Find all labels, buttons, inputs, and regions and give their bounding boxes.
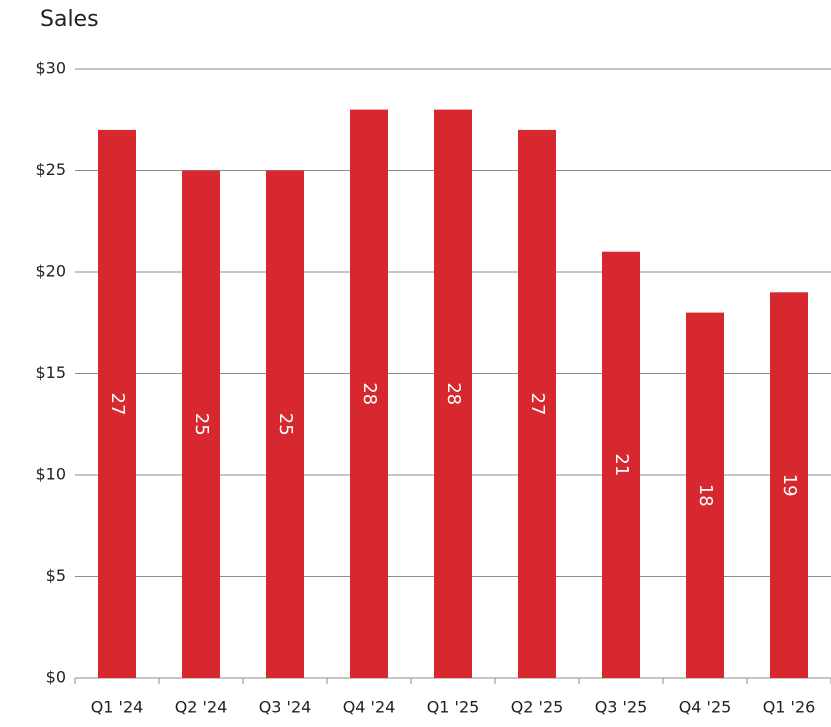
value-label: 19 xyxy=(779,474,800,497)
x-tick-label: Q2 '24 xyxy=(175,698,228,717)
x-tick-label: Q3 '24 xyxy=(259,698,312,717)
x-tick-label: Q4 '24 xyxy=(343,698,396,717)
x-tick-label: Q4 '25 xyxy=(679,698,732,717)
bar xyxy=(266,170,304,678)
value-label: 21 xyxy=(611,453,632,476)
y-tick-label: $0 xyxy=(46,668,66,687)
value-label: 27 xyxy=(527,392,548,415)
value-label: 25 xyxy=(275,413,296,436)
bar xyxy=(602,251,640,678)
value-label: 18 xyxy=(695,484,716,507)
x-tick-label: Q1 '25 xyxy=(427,698,480,717)
bar xyxy=(770,292,808,678)
bar xyxy=(518,129,556,678)
y-tick-label: $10 xyxy=(35,465,66,484)
bar xyxy=(686,312,724,678)
bar xyxy=(182,170,220,678)
x-tick-label: Q1 '26 xyxy=(763,698,816,717)
chart-title: Sales xyxy=(40,7,99,32)
y-tick-label: $25 xyxy=(35,160,66,179)
x-tick-label: Q1 '24 xyxy=(91,698,144,717)
value-label: 28 xyxy=(359,382,380,405)
x-tick-label: Q2 '25 xyxy=(511,698,564,717)
y-tick-label: $5 xyxy=(46,566,66,585)
bar xyxy=(350,109,388,679)
bar xyxy=(434,109,472,679)
y-tick-label: $15 xyxy=(35,363,66,382)
value-label: 28 xyxy=(443,382,464,405)
value-label: 27 xyxy=(107,392,128,415)
y-tick-label: $20 xyxy=(35,262,66,281)
value-label: 25 xyxy=(191,413,212,436)
y-tick-label: $30 xyxy=(35,59,66,78)
x-tick-label: Q3 '25 xyxy=(595,698,648,717)
bar xyxy=(98,129,136,678)
